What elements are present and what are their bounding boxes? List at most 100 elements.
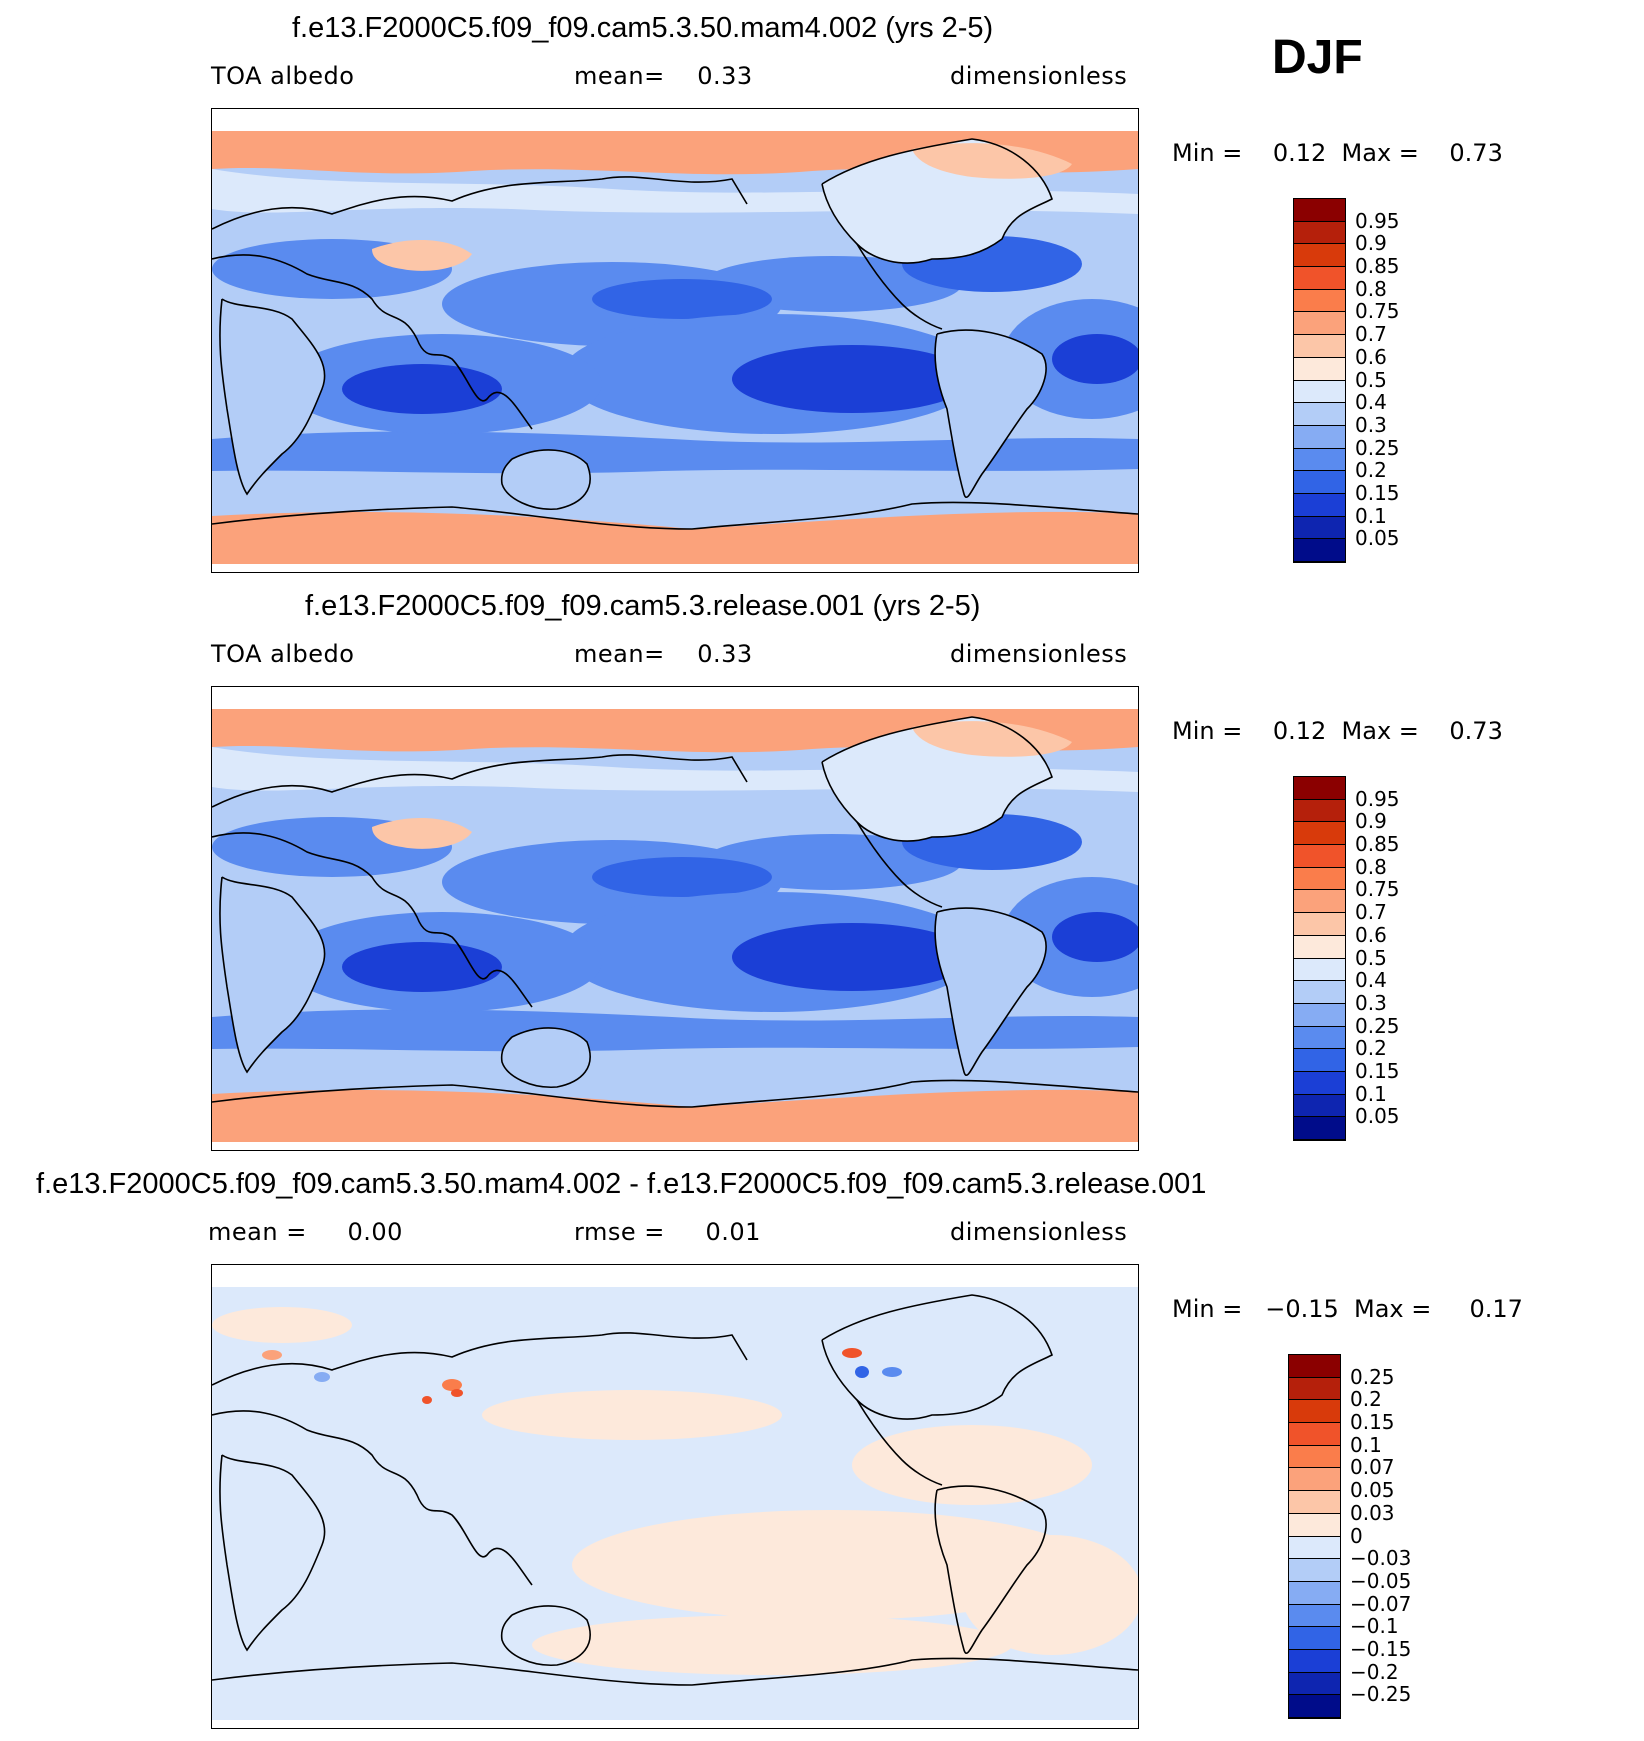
map-antarctic-field <box>212 511 1138 564</box>
map-diff-negative-field <box>272 1465 392 1545</box>
panel-2-mean-label: mean= 0.33 <box>574 640 753 668</box>
colorbar-swatch <box>1289 1491 1340 1514</box>
map-atlantic-deep-field <box>1052 912 1138 962</box>
map-coastline <box>212 1410 533 1586</box>
colorbar-swatch <box>1289 1400 1340 1424</box>
panel-1-map <box>211 108 1139 573</box>
map-australia-field <box>501 449 591 510</box>
colorbar-tick-label: 0.1 <box>1355 1081 1387 1106</box>
colorbar-tick-label: 0.95 <box>1355 786 1400 811</box>
colorbar-swatch <box>1289 1581 1340 1605</box>
map-diff-extreme-field <box>451 1389 463 1397</box>
panel-1-title: f.e13.F2000C5.f09_f09.cam5.3.50.mam4.002… <box>292 12 994 44</box>
colorbar-swatch <box>1289 1695 1340 1718</box>
colorbar-swatch <box>1294 289 1345 313</box>
map-south-america-field <box>935 908 1047 1076</box>
panel-1-colorbar <box>1293 198 1346 563</box>
panel-3-units-label: dimensionless <box>950 1218 1128 1246</box>
map-coastline <box>219 298 326 496</box>
map-diff-positive-field <box>852 1425 1092 1505</box>
map-coastline <box>212 501 1138 530</box>
map-no-data-top <box>212 1265 1138 1287</box>
panel-3-map <box>211 1264 1139 1729</box>
panel-3-rmse-label: rmse = 0.01 <box>574 1218 761 1246</box>
colorbar-swatch <box>1294 357 1345 381</box>
map-coastline <box>212 832 533 1008</box>
panel-1-min-max: Min = 0.12 Max = 0.73 <box>1172 139 1503 167</box>
colorbar-swatch <box>1294 777 1345 800</box>
colorbar-swatch <box>1294 1071 1345 1095</box>
colorbar-tick-label: 0.5 <box>1355 945 1387 970</box>
colorbar-tick-label: 0.1 <box>1355 503 1387 528</box>
map-coastline <box>212 1079 1138 1108</box>
map-coastline <box>212 1332 748 1386</box>
colorbar-tick-label: 0.75 <box>1355 877 1400 902</box>
colorbar-swatch <box>1294 1094 1345 1118</box>
colorbar-tick-label: 0.25 <box>1355 435 1400 460</box>
map-antarctic-field <box>212 1089 1138 1142</box>
map-coastline <box>212 176 748 230</box>
map-diff-extreme-field <box>262 1350 282 1360</box>
map-tibet-field <box>372 239 472 271</box>
colorbar-swatch <box>1289 1559 1340 1582</box>
colorbar-swatch <box>1294 913 1345 936</box>
colorbar-swatch <box>1294 890 1345 914</box>
colorbar-tick-label: −0.15 <box>1350 1636 1412 1661</box>
colorbar-tick-label: 0.05 <box>1355 526 1400 551</box>
colorbar-swatch <box>1294 1026 1345 1050</box>
colorbar-tick-label: −0.07 <box>1350 1591 1412 1616</box>
colorbar-swatch <box>1294 199 1345 222</box>
map-africa-field <box>219 299 325 494</box>
map-canada-warm-field <box>912 721 1072 757</box>
map-no-data-bottom <box>212 1720 1138 1728</box>
colorbar-swatch <box>1289 1468 1340 1492</box>
colorbar-swatch <box>1289 1672 1340 1696</box>
map-diff-negative-field <box>482 1470 602 1520</box>
map-australia-field <box>501 1027 591 1088</box>
map-coastline <box>500 1605 591 1666</box>
colorbar-swatch <box>1294 403 1345 426</box>
map-coastline <box>212 754 748 808</box>
colorbar-swatch <box>1294 539 1345 562</box>
map-coastline <box>500 449 591 510</box>
map-coastline <box>219 876 326 1074</box>
colorbar-tick-label: 0.25 <box>1355 1013 1400 1038</box>
map-diff-extreme-field <box>422 1396 432 1404</box>
panel-2-units-label: dimensionless <box>950 640 1128 668</box>
colorbar-swatch <box>1289 1445 1340 1469</box>
colorbar-swatch <box>1294 958 1345 982</box>
colorbar-tick-label: 0.5 <box>1355 367 1387 392</box>
panel-2-colorbar <box>1293 776 1346 1141</box>
panel-3-min-max: Min = −0.15 Max = 0.17 <box>1172 1295 1523 1323</box>
colorbar-tick-label: 0.8 <box>1355 854 1387 879</box>
colorbar-swatch <box>1294 221 1345 245</box>
colorbar-tick-label: −0.25 <box>1350 1682 1412 1707</box>
colorbar-tick-label: 0.03 <box>1350 1500 1395 1525</box>
map-indian-ocean-deep-field <box>342 942 502 992</box>
map-coastline <box>934 907 1047 1077</box>
map-no-data-bottom <box>212 564 1138 572</box>
map-no-data-top <box>212 109 1138 131</box>
colorbar-swatch <box>1289 1604 1340 1628</box>
map-pacific-deep-field <box>592 279 772 319</box>
colorbar-swatch <box>1294 471 1345 494</box>
map-coastline <box>219 1454 326 1652</box>
map-coastline <box>856 1399 943 1486</box>
colorbar-tick-label: 0.7 <box>1355 322 1387 347</box>
map-diff-extreme-field <box>842 1348 862 1358</box>
colorbar-swatch <box>1294 244 1345 268</box>
colorbar-tick-label: 0.1 <box>1350 1432 1382 1457</box>
map-coastline <box>856 821 943 908</box>
colorbar-swatch <box>1294 448 1345 472</box>
map-no-data-top <box>212 687 1138 709</box>
colorbar-tick-label: 0.4 <box>1355 390 1387 415</box>
colorbar-tick-label: 0.9 <box>1355 231 1387 256</box>
colorbar-swatch <box>1294 1117 1345 1140</box>
panel-1-variable-label: TOA albedo <box>211 62 355 90</box>
colorbar-tick-label: −0.1 <box>1350 1614 1399 1639</box>
panel-2-map <box>211 686 1139 1151</box>
colorbar-swatch <box>1289 1377 1340 1401</box>
colorbar-swatch <box>1294 493 1345 517</box>
colorbar-swatch <box>1294 516 1345 540</box>
colorbar-tick-label: 0.05 <box>1355 1104 1400 1129</box>
